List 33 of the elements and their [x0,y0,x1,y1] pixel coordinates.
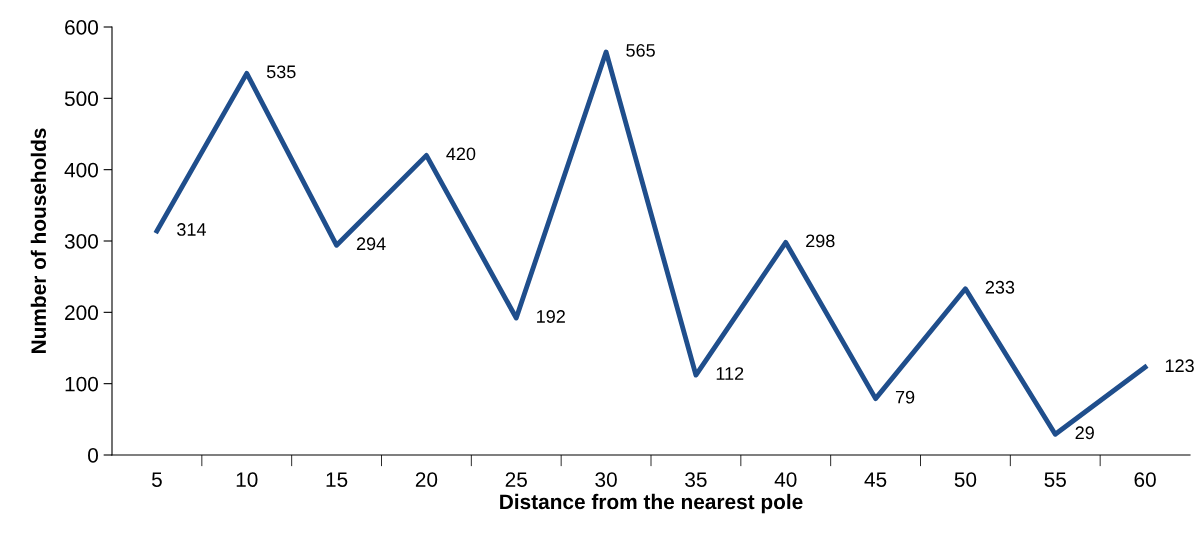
data-label: 420 [446,147,476,161]
x-tick-label: 10 [236,472,258,487]
y-tick-label: 100 [65,376,98,392]
data-label: 565 [626,44,655,57]
x-tick-label: 15 [326,472,348,487]
data-label: 294 [356,237,386,251]
data-label: 112 [716,367,744,380]
x-tick-label: 40 [774,472,797,487]
x-tick-label: 5 [151,472,162,487]
x-tick-label: 20 [415,472,438,487]
data-label: 535 [266,65,296,79]
data-label: 123 [1165,359,1194,373]
data-label: 233 [985,280,1015,294]
data-label: 79 [895,390,915,404]
y-tick-label: 300 [64,234,98,249]
y-tick-label: 500 [64,91,98,107]
data-label: 314 [177,223,206,236]
y-tick-label: 400 [64,162,98,178]
x-tick-label: 55 [1044,472,1066,487]
x-axis-title: Distance from the nearest pole [500,493,803,514]
x-tick-label: 30 [595,472,617,487]
y-tick-label: 600 [65,20,98,35]
x-tick-label: 35 [685,472,707,487]
data-label: 192 [537,310,565,323]
x-tick-label: 60 [1134,472,1156,487]
y-tick-label: 0 [88,448,98,463]
x-tick-label: 25 [505,472,527,487]
data-label: 29 [1075,426,1094,440]
data-label: 298 [806,234,835,248]
x-tick-label: 50 [954,472,977,487]
x-tick-label: 45 [864,472,887,487]
y-axis-title: Number of households [30,128,47,354]
y-tick-label: 200 [65,305,98,321]
